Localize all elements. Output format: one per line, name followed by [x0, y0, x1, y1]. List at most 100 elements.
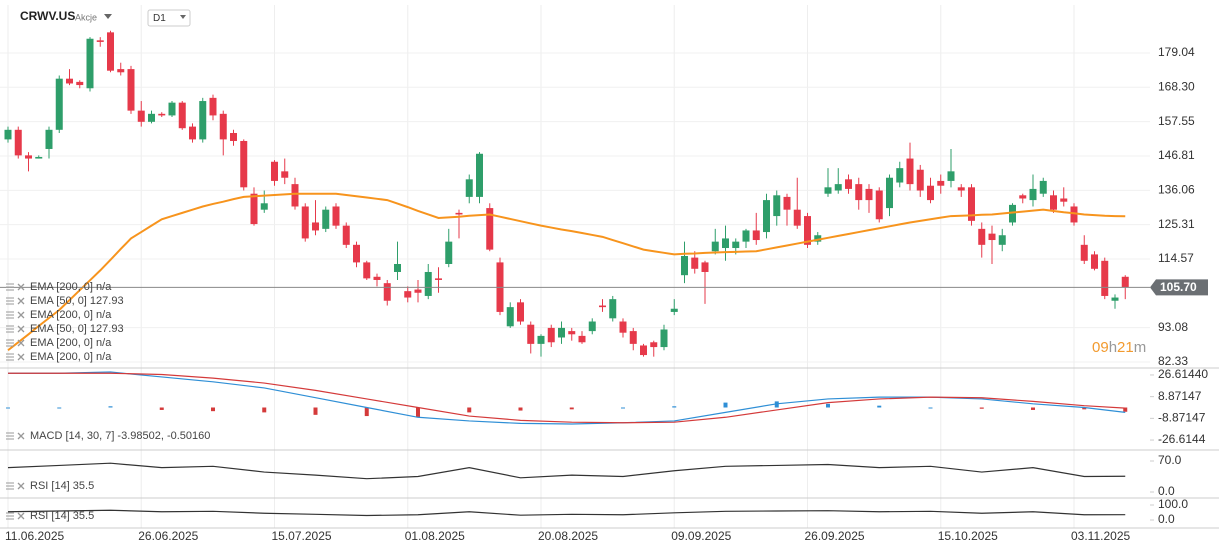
candle-body — [629, 331, 637, 344]
candle-body — [517, 302, 524, 322]
candle-body — [845, 179, 852, 189]
macd-histogram-bar — [877, 405, 882, 408]
candle-body — [476, 153, 483, 197]
y-tick-label: -26.6144 — [1158, 432, 1206, 446]
candle-body — [773, 195, 781, 217]
candle-body — [711, 241, 719, 252]
candle-body — [927, 185, 934, 201]
candle-body — [383, 283, 391, 301]
candle-body — [260, 203, 268, 210]
x-tick-label: 01.08.2025 — [405, 529, 465, 543]
candle-body — [896, 168, 904, 183]
x-tick-label: 15.07.2025 — [272, 529, 332, 543]
candle-body — [937, 180, 945, 186]
macd-histogram-bar — [826, 403, 830, 408]
instrument-kind: Akcje — [75, 12, 97, 22]
grid — [0, 5, 1150, 528]
candle-body — [332, 206, 340, 226]
macd-histogram-bar — [57, 407, 62, 409]
macd-histogram-bar — [159, 407, 164, 410]
candle-body — [701, 262, 709, 272]
candle-body — [240, 140, 248, 188]
macd-histogram-bar — [723, 402, 728, 408]
candle-body — [363, 262, 371, 279]
countdown-part: 09 — [1092, 339, 1109, 356]
y-tick-label: 168.30 — [1158, 79, 1195, 93]
countdown-part: h — [1109, 339, 1117, 356]
last-price-tag — [1150, 279, 1208, 296]
candle-body — [76, 81, 84, 86]
symbol[interactable]: CRWV.US — [20, 9, 75, 23]
symbol-dropdown[interactable] — [104, 14, 112, 19]
candle-body — [804, 216, 811, 245]
legend-remove-icon — [17, 297, 25, 305]
macd-histogram-bar — [467, 407, 472, 413]
interval[interactable]: D1 — [153, 13, 166, 24]
candle-body — [998, 235, 1006, 245]
candle-body — [1121, 276, 1129, 288]
macd-histogram-bar — [1031, 407, 1035, 410]
y-tick-label: 125.31 — [1158, 217, 1195, 231]
candle-body — [1009, 204, 1016, 223]
candle-body — [599, 305, 606, 308]
macd-histogram-bar — [416, 407, 420, 418]
candle-body — [486, 208, 494, 250]
candle-body — [670, 308, 678, 312]
candle-body — [1070, 206, 1078, 223]
candle-body — [373, 276, 381, 280]
candle-body — [691, 257, 699, 269]
candle-body — [558, 327, 565, 338]
candle-body — [96, 40, 104, 42]
macd-histogram-bar — [211, 407, 215, 412]
candle-body — [957, 187, 965, 191]
candle-body — [568, 331, 576, 335]
macd-histogram-bar — [262, 407, 267, 413]
macd-histogram-bar — [364, 407, 369, 417]
macd-histogram-bar — [313, 407, 318, 415]
candle-body — [650, 342, 658, 348]
countdown-part: 21 — [1117, 339, 1134, 356]
macd-histogram-bar — [6, 407, 10, 409]
candle-body — [301, 206, 309, 239]
candle-body — [404, 291, 412, 298]
y-tick-label: 82.33 — [1158, 354, 1188, 368]
indicator-legend: EMA [200, 0] n/a — [30, 337, 112, 349]
legend-remove-icon — [17, 311, 25, 319]
candle-body — [312, 222, 319, 231]
candle-body — [722, 238, 729, 249]
indicator-legend: EMA [200, 0] n/a — [30, 351, 112, 363]
legend-remove-icon — [17, 353, 25, 361]
candle-body — [465, 179, 473, 197]
candle-body — [640, 345, 647, 356]
candle-body — [742, 230, 750, 242]
candle-body — [168, 102, 176, 116]
candle-body — [732, 241, 740, 249]
macd-histogram-bar — [621, 407, 625, 409]
interval-dropdown[interactable] — [180, 15, 186, 19]
ema-line — [7, 192, 1126, 352]
candle-body — [1060, 198, 1068, 202]
candle-body — [14, 129, 22, 156]
candle-body — [875, 190, 883, 220]
indicator-legend: MACD [14, 30, 7] -3.98502, -0.50160 — [30, 430, 210, 442]
candle-body — [199, 101, 207, 140]
candle-countdown: 09h21m — [1092, 339, 1146, 356]
macd-histogram-bar — [108, 406, 113, 408]
candle-body — [117, 69, 125, 73]
macd-histogram-bar — [672, 406, 677, 408]
candle-body — [455, 212, 463, 215]
countdown-part: m — [1134, 339, 1147, 356]
candle-body — [1019, 195, 1027, 199]
indicator-line — [7, 509, 1126, 517]
candle-body — [127, 69, 135, 111]
candle-body — [107, 32, 114, 71]
candle-body — [1101, 260, 1109, 296]
indicator-legend: EMA [50, 0] 127.93 — [30, 323, 124, 335]
candle-body — [968, 187, 975, 221]
y-tick-label: 100.0 — [1158, 497, 1188, 511]
macd-histogram-bar — [518, 407, 523, 411]
y-tick-label: 8.87147 — [1158, 389, 1202, 403]
y-tick-label: 93.08 — [1158, 320, 1188, 334]
interval-select[interactable] — [147, 9, 191, 27]
